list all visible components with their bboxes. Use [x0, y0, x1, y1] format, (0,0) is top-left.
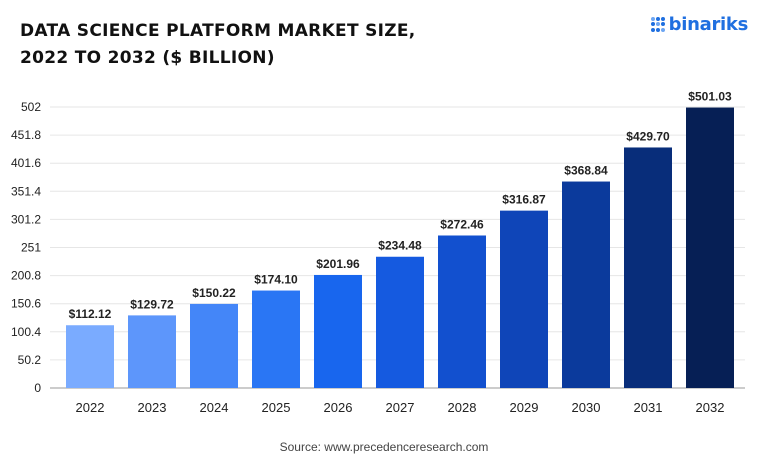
- x-tick-label: 2026: [324, 400, 353, 415]
- bar: [562, 181, 610, 388]
- x-tick-label: 2025: [262, 400, 291, 415]
- y-tick-label: 150.6: [11, 297, 41, 311]
- bar: [376, 256, 424, 388]
- y-tick-label: 301.2: [11, 212, 41, 226]
- source-note: Source: www.precedenceresearch.com: [279, 440, 489, 454]
- chart-title-line-2: 2022 TO 2032 ($ BILLION): [20, 48, 275, 68]
- bar: [438, 235, 486, 388]
- data-label: $150.22: [192, 286, 236, 300]
- x-tick-label: 2029: [510, 400, 539, 415]
- bar: [314, 274, 362, 388]
- x-tick-label: 2028: [448, 400, 477, 415]
- logo-text: binariks: [668, 14, 749, 35]
- x-tick-label: 2022: [76, 400, 105, 415]
- dots-grid-icon: [650, 17, 666, 32]
- x-tick-label: 2023: [138, 400, 167, 415]
- data-label: $501.03: [688, 90, 732, 104]
- x-tick-label: 2027: [386, 400, 415, 415]
- y-tick-label: 50.2: [18, 353, 42, 367]
- data-label: $201.96: [316, 257, 360, 271]
- data-label: $429.70: [626, 129, 670, 143]
- data-label: $234.48: [378, 239, 422, 253]
- y-tick-label: 100.4: [11, 325, 41, 339]
- x-tick-label: 2031: [634, 400, 663, 415]
- y-tick-label: 351.4: [11, 184, 41, 198]
- x-tick-label: 2030: [572, 400, 601, 415]
- bar: [686, 107, 734, 388]
- bar: [624, 147, 672, 388]
- y-tick-label: 251: [21, 241, 41, 255]
- bar: [190, 303, 238, 388]
- data-label: $316.87: [502, 193, 546, 207]
- data-label: $174.10: [254, 273, 298, 287]
- bar: [128, 315, 176, 388]
- chart-title-line-1: DATA SCIENCE PLATFORM MARKET SIZE,: [20, 21, 416, 41]
- data-label: $368.84: [564, 164, 608, 178]
- y-tick-label: 200.8: [11, 269, 41, 283]
- x-tick-label: 2032: [696, 400, 725, 415]
- x-tick-label: 2024: [200, 400, 229, 415]
- data-label: $129.72: [130, 297, 174, 311]
- bar: [66, 325, 114, 388]
- chart-title: DATA SCIENCE PLATFORM MARKET SIZE, 2022 …: [20, 18, 416, 72]
- brand-logo: binariks: [650, 14, 749, 35]
- data-label: $112.12: [69, 307, 112, 321]
- y-tick-label: 502: [21, 100, 41, 114]
- data-label: $272.46: [440, 217, 484, 231]
- bar: [252, 290, 300, 388]
- bar: [500, 210, 548, 388]
- y-tick-label: 0: [34, 381, 41, 395]
- y-tick-label: 451.8: [11, 128, 41, 142]
- y-tick-label: 401.6: [11, 156, 41, 170]
